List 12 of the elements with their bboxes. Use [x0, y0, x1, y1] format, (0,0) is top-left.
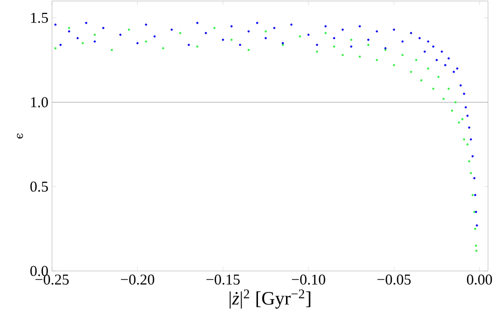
- x-axis-title: |ż|$^{2}$ [Gyr$^{−2}$]: [230, 290, 310, 309]
- x-tick-label: −0.10: [292, 274, 326, 285]
- x-tick-label: −0.20: [120, 274, 154, 285]
- y-axis-title: ϵ: [16, 133, 23, 139]
- x-tick-label: 0.00: [466, 274, 492, 285]
- y-tick-label: 1.5: [31, 12, 48, 23]
- x-tick-label: −0.15: [206, 274, 240, 285]
- x-tick-label: −0.05: [377, 274, 411, 285]
- y-tick-label: 0.0: [30, 266, 48, 276]
- y-tick-label: 1.0: [31, 97, 48, 108]
- x-tick-label: −0.25: [35, 274, 69, 285]
- y-tick-label: 0.5: [30, 182, 48, 192]
